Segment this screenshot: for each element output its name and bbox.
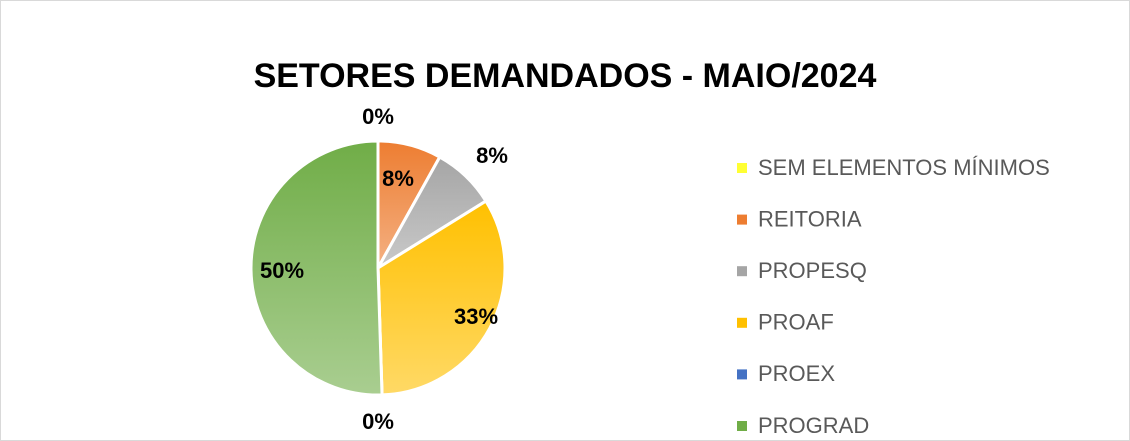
legend-swatch (737, 163, 747, 173)
data-label: 50% (260, 258, 304, 283)
legend-swatch (737, 317, 747, 328)
legend-label: PROGRAD (758, 413, 869, 438)
legend-swatch (737, 214, 747, 225)
legend-swatch (737, 266, 747, 277)
data-label: 8% (382, 166, 414, 191)
legend-label: PROPESQ (758, 258, 867, 283)
chart-title: SETORES DEMANDADOS - MAIO/2024 (254, 57, 877, 95)
pie-slice (249, 139, 384, 397)
data-label: 0% (362, 409, 394, 434)
legend-swatch (737, 369, 747, 380)
data-label: 0% (362, 104, 394, 129)
legend-label: REITORIA (758, 206, 862, 231)
legend-label: PROEX (758, 361, 835, 386)
data-label: 33% (454, 304, 498, 329)
data-label: 8% (476, 143, 508, 168)
legend-swatch (737, 421, 747, 431)
legend-label: SEM ELEMENTOS MÍNIMOS (758, 155, 1050, 180)
pie-slice (376, 199, 507, 397)
legend-label: PROAF (758, 310, 834, 335)
